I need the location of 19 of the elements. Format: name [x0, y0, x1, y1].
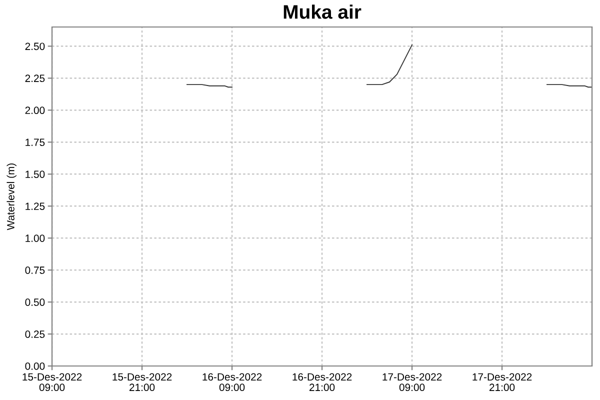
y-tick-label: 1.75	[26, 138, 45, 146]
x-tick-label: 17-Des-2022 09:00	[382, 373, 442, 392]
y-tick-label: 0.00	[25, 362, 45, 370]
y-tick-label: 1.00	[26, 234, 45, 242]
y-axis-title: Waterlevel (m)	[6, 163, 16, 230]
y-tick-label: 2.50	[25, 42, 45, 50]
chart-title: Muka air	[284, 4, 362, 19]
x-tick-label: 16-Des-2022 21:00	[292, 373, 352, 392]
y-tick-label: 0.25	[25, 330, 45, 338]
y-tick-label: 2.00	[25, 106, 45, 114]
x-tick-label: 16-Des-2022 09:00	[202, 373, 262, 392]
x-tick-label: 15-Des-2022 21:00	[112, 373, 172, 392]
y-tick-label: 1.50	[26, 170, 45, 178]
y-tick-label: 2.25	[25, 74, 45, 82]
y-tick-label: 0.50	[25, 298, 45, 306]
x-tick-label: 17-Des-2022 21:00	[472, 373, 532, 392]
y-tick-label: 1.25	[26, 202, 45, 210]
x-tick-label: 15-Des-2022 09:00	[22, 373, 82, 392]
y-tick-label: 0.75	[25, 266, 45, 274]
